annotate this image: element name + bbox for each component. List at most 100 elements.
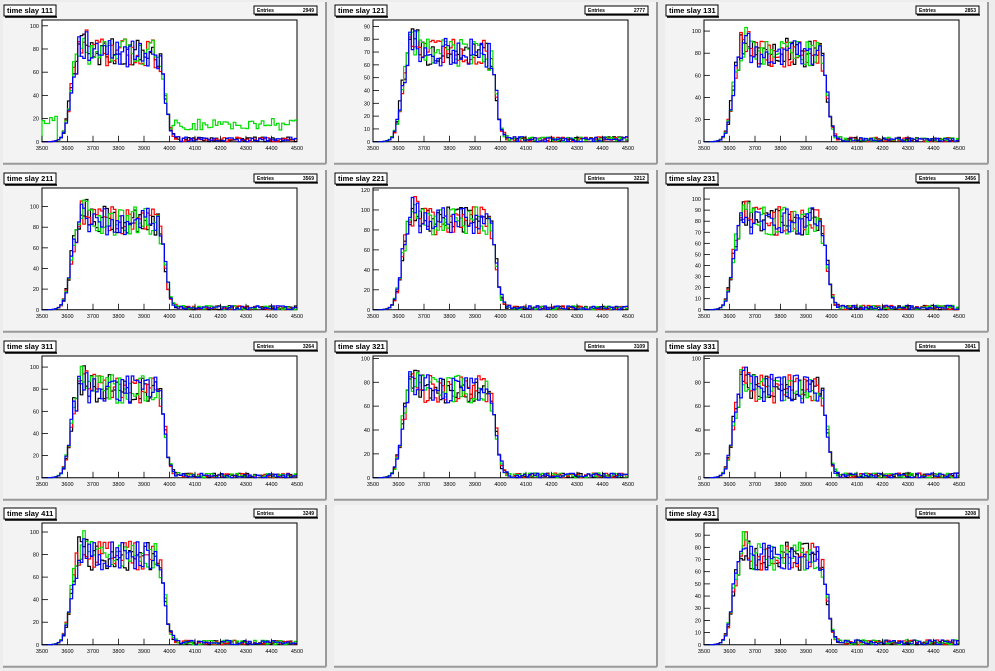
x-tick-label: 3900 [138,482,150,488]
x-tick-label: 4100 [189,649,201,655]
y-tick-label: 20 [33,287,39,293]
x-tick-label: 4300 [240,314,252,320]
title-box [334,4,388,17]
stats-entries: 3212 [634,176,645,182]
stats-entries: 3208 [965,511,976,517]
y-tick-label: 20 [695,618,701,624]
x-tick-label: 3500 [367,146,379,152]
y-tick-label: 10 [695,631,701,637]
x-tick-label: 4500 [291,314,303,320]
x-tick-label: 4300 [240,482,252,488]
y-tick-label: 40 [364,428,370,434]
stats-label: Entries [588,8,605,14]
y-tick-label: 20 [364,288,370,294]
y-tick-label: 20 [33,620,39,626]
x-tick-label: 3500 [367,314,379,320]
stats-entries: 3264 [303,344,314,350]
chart-title: time slay 321 [338,342,385,351]
chart-title: time slay 111 [7,6,53,15]
y-tick-label: 0 [367,140,370,146]
y-tick-label: 90 [695,208,701,214]
x-tick-label: 4400 [265,482,277,488]
stats-entries: 3249 [303,511,314,517]
x-tick-label: 3600 [61,146,73,152]
x-tick-label: 4300 [240,649,252,655]
histogram-series-4 [372,371,628,479]
x-tick-label: 3900 [138,314,150,320]
y-tick-label: 60 [33,409,39,415]
x-tick-label: 4400 [265,314,277,320]
y-tick-label: 0 [698,308,701,314]
x-tick-label: 3800 [443,314,455,320]
x-tick-label: 3800 [443,482,455,488]
y-tick-label: 0 [36,476,39,482]
x-tick-label: 4300 [902,482,914,488]
x-tick-label: 3800 [112,649,124,655]
pad-1: 0 20 40 60 80 100 3500 3600 3700 3800 3900 4000 4100… [3,2,327,165]
y-tick-label: 60 [695,570,701,576]
x-tick-label: 3500 [36,649,48,655]
pad-4: 0 20 40 60 80 100 3500 3600 3700 3800 3900 4000 4100… [3,170,327,333]
histogram-series-4 [41,31,297,143]
x-tick-label: 3900 [469,314,481,320]
x-tick-label: 3600 [392,314,404,320]
y-tick-label: 90 [364,24,370,30]
chart-title: time slay 131 [669,6,716,15]
y-tick-label: 100 [692,356,701,362]
x-tick-label: 4300 [240,146,252,152]
stats-box [584,5,649,15]
pad-9: 0 20 40 60 80 100 3500 3600 3700 3800 3900 4000 4100… [665,338,989,501]
y-tick-label: 100 [692,197,701,203]
y-tick-label: 80 [364,37,370,43]
y-tick-label: 100 [30,205,39,211]
y-tick-label: 50 [364,76,370,82]
x-tick-label: 3500 [36,146,48,152]
y-tick-label: 30 [364,101,370,107]
y-tick-label: 20 [33,117,39,123]
y-tick-label: 80 [364,380,370,386]
x-tick-label: 3900 [800,146,812,152]
x-tick-label: 3600 [61,482,73,488]
x-tick-label: 4000 [163,314,175,320]
stats-label: Entries [257,344,274,350]
x-tick-label: 3800 [774,146,786,152]
x-tick-label: 4300 [571,482,583,488]
y-tick-label: 20 [364,114,370,120]
y-tick-label: 0 [698,140,701,146]
y-tick-label: 50 [695,582,701,588]
x-tick-label: 4200 [214,649,226,655]
y-tick-label: 60 [33,575,39,581]
y-tick-label: 30 [695,606,701,612]
y-tick-label: 20 [695,118,701,124]
x-tick-label: 4300 [571,314,583,320]
title-box [334,340,388,353]
x-tick-label: 4000 [163,482,175,488]
x-tick-label: 3600 [723,649,735,655]
histogram-series-4 [703,366,959,479]
pad-10: 0 20 40 60 80 100 3500 3600 3700 3800 3900 4000 4100… [3,505,327,668]
stats-entries: 3569 [303,176,314,182]
x-tick-label: 3900 [800,649,812,655]
title-box [665,507,719,520]
x-tick-label: 4300 [902,146,914,152]
chart-title: time slay 221 [338,174,385,183]
x-tick-label: 4100 [520,482,532,488]
histogram-series-4 [372,196,628,311]
stats-entries: 3041 [965,344,976,350]
x-tick-label: 4100 [851,649,863,655]
x-tick-label: 4000 [825,146,837,152]
y-tick-label: 60 [695,73,701,79]
pad-background [334,505,657,667]
y-tick-label: 80 [695,545,701,551]
title-box [3,4,57,17]
x-tick-label: 4400 [265,649,277,655]
x-tick-label: 4000 [494,314,506,320]
x-tick-label: 4500 [953,482,965,488]
x-tick-label: 4300 [571,146,583,152]
x-tick-label: 4400 [927,649,939,655]
x-tick-label: 3900 [469,146,481,152]
x-tick-label: 3800 [112,482,124,488]
x-tick-label: 3900 [469,482,481,488]
x-tick-label: 4100 [851,314,863,320]
x-tick-label: 3700 [749,649,761,655]
